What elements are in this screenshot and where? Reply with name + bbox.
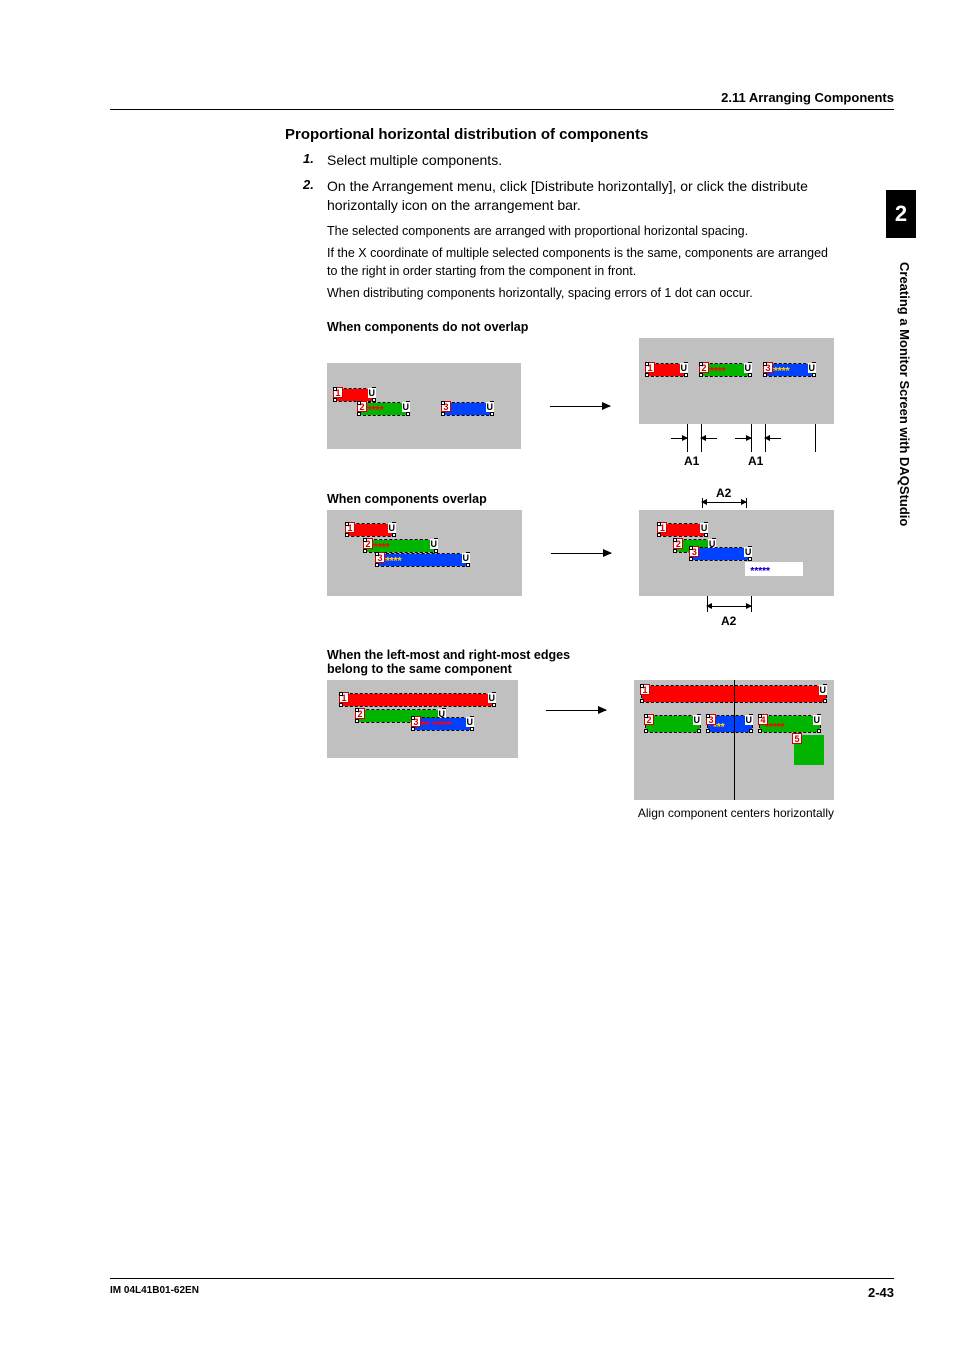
note-line: If the X coordinate of multiple selected… <box>327 244 834 280</box>
figure-caption: When components do not overlap <box>327 320 834 334</box>
component-rect: ***3U <box>708 716 752 732</box>
component-rect: *****3U <box>377 554 469 566</box>
component-rect: *****3U <box>765 364 815 376</box>
note-line: The selected components are arranged wit… <box>327 222 834 240</box>
figure-after: 1U2U***3U*****4U5 <box>634 680 834 800</box>
step-number: 1. <box>303 151 319 166</box>
side-label: Creating a Monitor Screen with DAQStudio <box>897 258 912 526</box>
figure-row: 1U*****2U*****3U 1U2U3U***** <box>327 510 834 596</box>
component-rect: 3U <box>443 403 493 415</box>
step-number: 2. <box>303 177 319 192</box>
dimension-markers: A1A1 <box>639 424 834 474</box>
component-rect: *****2U <box>701 364 751 376</box>
component-rect: 1U <box>347 524 395 536</box>
step-item: 2. On the Arrangement menu, click [Distr… <box>303 177 834 216</box>
step-text: Select multiple components. <box>327 151 834 171</box>
component-rect: 5 <box>794 735 824 765</box>
steps-list: 1. Select multiple components. 2. On the… <box>303 151 834 216</box>
component-rect: 3U <box>691 548 751 560</box>
arrow-icon <box>542 710 610 711</box>
component-rect: 2U <box>646 716 700 732</box>
section-heading: Proportional horizontal distribution of … <box>285 126 834 143</box>
arrow-icon <box>546 553 616 554</box>
component-rect: 1U <box>341 694 495 706</box>
step-item: 1. Select multiple components. <box>303 151 834 171</box>
note-line: When distributing components horizontall… <box>327 284 834 302</box>
header-section-title: 2.11 Arranging Components <box>110 90 894 109</box>
component-rect: *****4U <box>760 716 820 732</box>
figure-after-wrapper: 1U2U***3U*****4U5 Align component center… <box>634 680 834 820</box>
header-rule: 2.11 Arranging Components <box>110 90 894 110</box>
chapter-tab: 2 <box>886 190 916 238</box>
figure-before: 1U *****2U 3U <box>327 363 521 449</box>
arrow-icon <box>545 406 615 407</box>
component-rect: *** *****3U <box>413 718 473 730</box>
figure-bottom-caption: Align component centers horizontally <box>634 806 834 820</box>
component-rect: 1U <box>647 364 687 376</box>
component-rect: *****2U <box>365 540 437 552</box>
component-rect: 1U <box>659 524 707 536</box>
step-text: On the Arrangement menu, click [Distribu… <box>327 177 834 216</box>
figure-row: 1U *****2U 3U 1U *****2U *****3U A1A1 <box>327 338 834 474</box>
component-rect: ***** <box>745 562 803 576</box>
doc-number: IM 04L41B01-62EN <box>110 1285 199 1300</box>
component-rect: 1U <box>335 389 375 401</box>
dimension-a2-top: A2 <box>634 492 834 506</box>
figure-row: 1U2U*** *****3U 1U 2U ***3U *****4U 5 Align … <box>327 680 834 820</box>
document-page: 2.11 Arranging Components 2 Creating a M… <box>0 0 954 1350</box>
page-number: 2-43 <box>868 1285 894 1300</box>
figure-caption: When components overlap <box>327 492 634 506</box>
dimension-a2-bottom: A2 <box>639 596 834 630</box>
figure-caption: When the left-most and right-most edges … <box>327 648 607 676</box>
figure-before: 1U2U*** *****3U <box>327 680 518 758</box>
figure-after: 1U2U3U***** <box>639 510 834 596</box>
page-footer: IM 04L41B01-62EN 2-43 <box>110 1278 894 1300</box>
figure-after: 1U *****2U *****3U <box>639 338 834 424</box>
component-rect: *****2U <box>359 403 409 415</box>
content-area: Proportional horizontal distribution of … <box>285 126 834 820</box>
figure-before: 1U *****2U *****3U <box>327 510 522 596</box>
figure-after-wrapper: 1U *****2U *****3U A1A1 <box>639 338 834 474</box>
